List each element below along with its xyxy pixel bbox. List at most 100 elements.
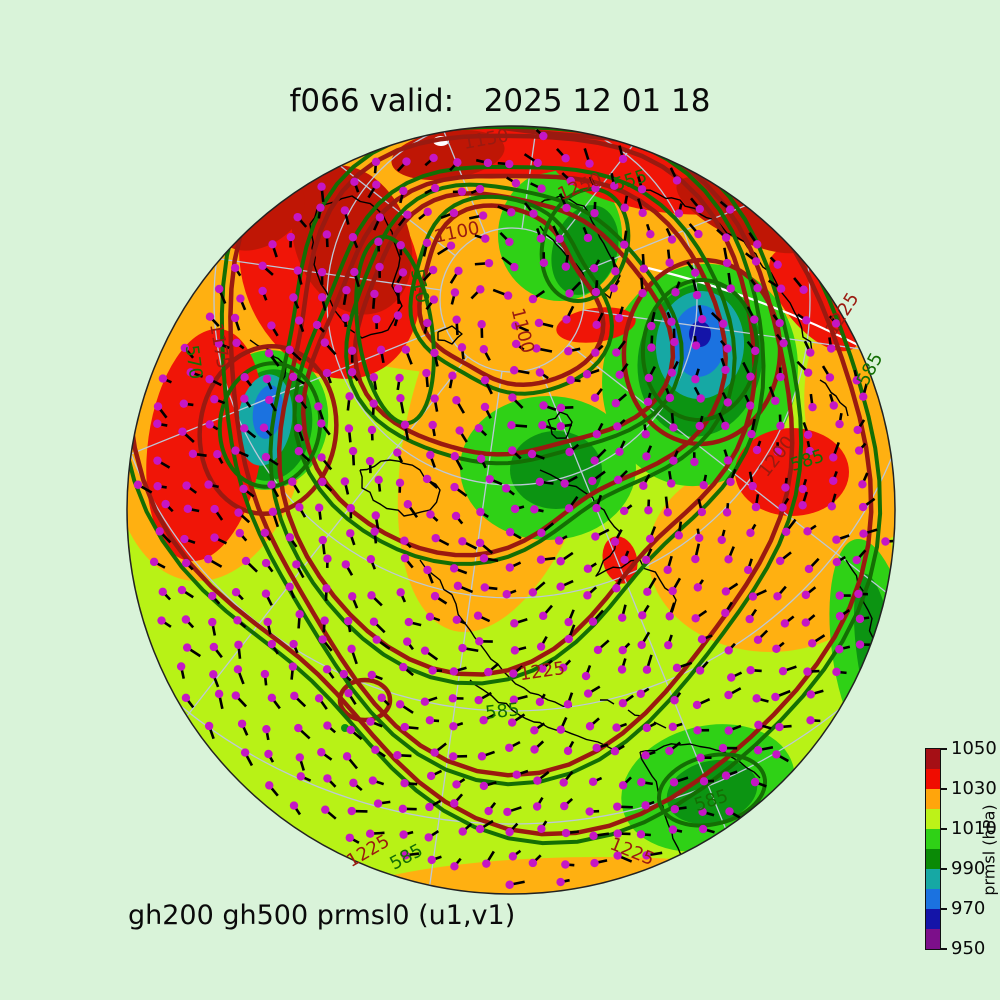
wind-dot [372, 635, 381, 644]
wind-dot [881, 537, 890, 546]
wind-dot [480, 583, 489, 592]
wind-dot [210, 504, 219, 514]
wind-dot [230, 263, 240, 273]
coastline [469, 679, 619, 753]
wind-dot [802, 316, 811, 325]
wind-dot [260, 528, 270, 538]
wind-dot [318, 635, 327, 644]
wind-dot [772, 644, 781, 654]
wind-dot [450, 799, 459, 808]
wind-dot [347, 346, 357, 355]
wind-dot [538, 664, 547, 673]
wind-dot [474, 423, 484, 433]
colorbar-tick-label: 1030 [951, 778, 997, 799]
wind-dot [294, 423, 303, 433]
wind-dot [566, 375, 575, 385]
wind-dot [340, 477, 350, 486]
colorbar-segment [926, 829, 940, 849]
coastline [819, 379, 849, 417]
colorbar-tick [941, 908, 947, 910]
wind-dot [852, 376, 861, 385]
wind-dot [236, 294, 245, 303]
wind-dot [399, 830, 408, 839]
wind-dot [724, 555, 733, 564]
wind-dot [723, 456, 733, 465]
wind-dot [373, 799, 383, 808]
wind-dot [829, 476, 838, 485]
wind-dot [375, 262, 384, 272]
wind-dot [583, 689, 593, 698]
wind-dot [511, 179, 521, 188]
wind-dot [637, 185, 647, 194]
wind-dot [401, 345, 411, 354]
wind-dot [422, 238, 432, 247]
wind-dot [667, 368, 677, 377]
wind-dot [530, 745, 539, 754]
wind-dot [180, 534, 189, 544]
wind-dot [288, 477, 297, 486]
wind-dot [808, 402, 817, 412]
wind-dot [555, 234, 564, 243]
coastline [437, 325, 463, 345]
wind-dot [181, 693, 191, 702]
wind-dot [538, 611, 548, 621]
wind-dot [365, 456, 375, 466]
wind-dot [288, 372, 298, 382]
wind-dot [393, 448, 402, 457]
wind-dot [422, 368, 431, 378]
wind-dot [507, 421, 516, 430]
wind-dot [615, 447, 624, 457]
wind-dot [261, 558, 271, 568]
wind-dot [370, 289, 379, 299]
wind-dot [402, 157, 411, 166]
wind-dot [262, 374, 272, 384]
wind-dot [613, 851, 622, 860]
wind-dot [230, 313, 240, 323]
wind-dot [585, 722, 595, 731]
wind-dot [372, 314, 381, 324]
wind-dot [588, 617, 598, 626]
wind-dot [806, 690, 816, 699]
wind-dot [690, 457, 699, 467]
wind-dot [214, 339, 223, 348]
wind-dot [482, 859, 491, 868]
colorbar-segment [926, 809, 940, 829]
wind-dot [477, 320, 486, 329]
wind-dot [457, 343, 467, 352]
wind-dot [647, 321, 656, 331]
wind-dot [854, 589, 863, 599]
wind-dot [181, 558, 191, 568]
wind-dot [293, 212, 302, 222]
wind-dot [664, 640, 673, 650]
wind-dot [403, 500, 413, 509]
wind-dot [369, 617, 379, 626]
colorbar-axis-label: prmsl (hPa) [979, 804, 999, 896]
wind-dot [179, 399, 189, 408]
wind-dot [558, 663, 568, 672]
wind-dot [449, 722, 458, 731]
wind-dot [505, 743, 514, 752]
wind-dot [831, 319, 841, 328]
wind-dot [449, 208, 459, 218]
wind-dot [322, 230, 332, 239]
wind-dot [776, 421, 785, 431]
wind-dot [484, 258, 494, 268]
wind-dot [376, 345, 386, 355]
wind-dot [582, 370, 592, 379]
wind-dot [208, 591, 217, 601]
wind-dot [508, 393, 517, 402]
wind-dot [642, 851, 651, 860]
wind-dot [348, 592, 357, 601]
wind-dot [346, 725, 355, 735]
wind-dot [617, 613, 627, 622]
wind-dot [292, 560, 301, 569]
wind-dot [637, 778, 646, 787]
colorbar-segment [926, 769, 940, 789]
wind-dot [537, 528, 546, 538]
wind-dot [293, 266, 303, 275]
contour-loop [539, 186, 631, 304]
wind-dot [153, 456, 162, 465]
wind-dot [564, 617, 573, 627]
wind-dot [507, 718, 517, 727]
wind-dot [779, 338, 788, 348]
